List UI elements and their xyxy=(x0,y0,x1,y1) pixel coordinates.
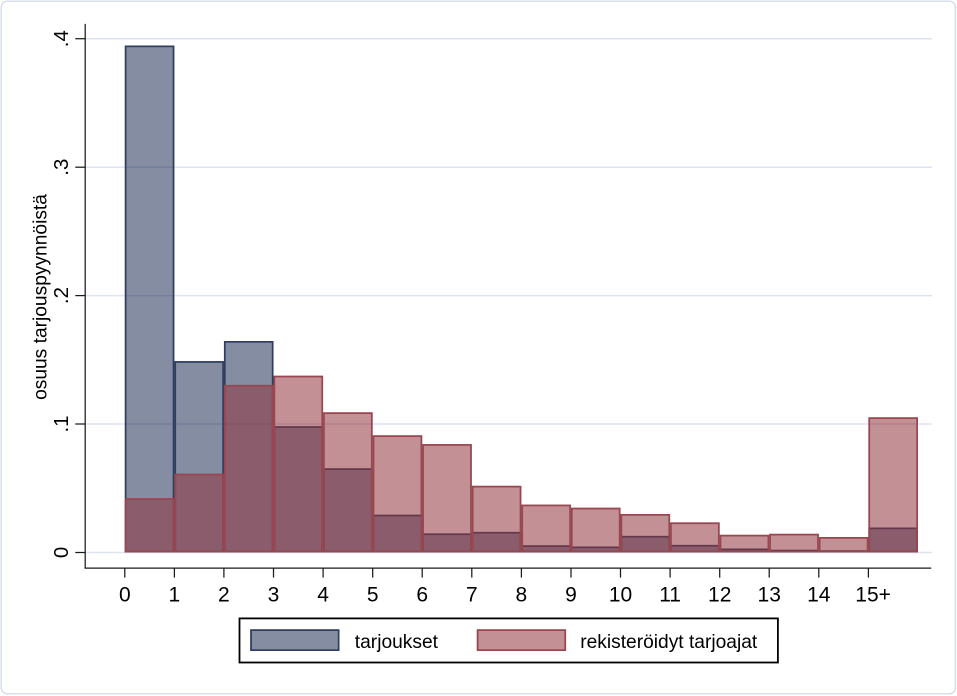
svg-text:8: 8 xyxy=(516,584,528,607)
svg-text:15+: 15+ xyxy=(855,584,891,607)
svg-text:.1: .1 xyxy=(51,415,73,432)
svg-text:9: 9 xyxy=(565,584,577,607)
svg-text:11: 11 xyxy=(659,584,681,607)
svg-text:7: 7 xyxy=(466,584,478,607)
svg-text:rekisteröidyt tarjoajat: rekisteröidyt tarjoajat xyxy=(580,632,758,653)
svg-text:13: 13 xyxy=(758,584,781,607)
svg-text:.4: .4 xyxy=(51,30,73,47)
svg-text:osuus tarjouspyynnöistä: osuus tarjouspyynnöistä xyxy=(30,194,51,400)
svg-text:.2: .2 xyxy=(51,287,73,304)
svg-text:1: 1 xyxy=(169,584,181,607)
svg-text:4: 4 xyxy=(317,584,329,607)
svg-text:.3: .3 xyxy=(51,159,73,176)
svg-text:14: 14 xyxy=(807,584,831,607)
svg-text:tarjoukset: tarjoukset xyxy=(355,632,439,653)
svg-text:10: 10 xyxy=(609,584,632,607)
svg-text:0: 0 xyxy=(119,584,131,607)
svg-text:6: 6 xyxy=(416,584,428,607)
svg-text:3: 3 xyxy=(268,584,280,607)
svg-text:0: 0 xyxy=(51,547,73,558)
svg-text:2: 2 xyxy=(218,584,230,607)
svg-text:12: 12 xyxy=(708,584,731,607)
svg-text:5: 5 xyxy=(367,584,379,607)
